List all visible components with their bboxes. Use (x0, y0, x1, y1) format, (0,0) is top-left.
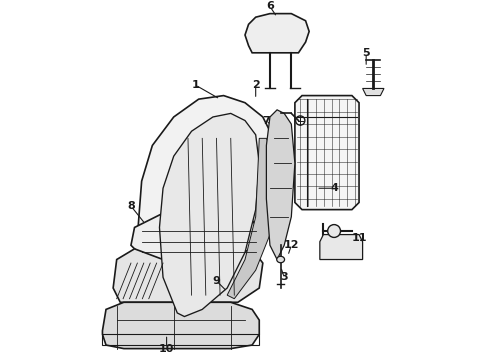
Text: 1: 1 (191, 80, 199, 90)
Text: 12: 12 (284, 240, 299, 250)
Polygon shape (138, 96, 277, 324)
Polygon shape (245, 14, 309, 53)
Circle shape (328, 225, 341, 238)
Text: 8: 8 (127, 201, 135, 211)
Polygon shape (267, 110, 295, 260)
Text: 10: 10 (159, 343, 174, 354)
Text: 5: 5 (363, 48, 370, 58)
Text: 9: 9 (213, 276, 220, 286)
Text: 4: 4 (330, 183, 338, 193)
Ellipse shape (277, 256, 285, 263)
Polygon shape (131, 213, 263, 260)
Polygon shape (320, 235, 363, 260)
Text: 3: 3 (280, 272, 288, 282)
Polygon shape (113, 249, 263, 302)
Text: 6: 6 (266, 1, 274, 12)
Polygon shape (102, 302, 259, 348)
Polygon shape (363, 89, 384, 96)
Text: 11: 11 (351, 233, 367, 243)
Polygon shape (227, 138, 277, 299)
Polygon shape (295, 96, 359, 210)
Text: 7: 7 (263, 116, 270, 126)
Polygon shape (159, 113, 259, 316)
Text: 2: 2 (252, 80, 260, 90)
